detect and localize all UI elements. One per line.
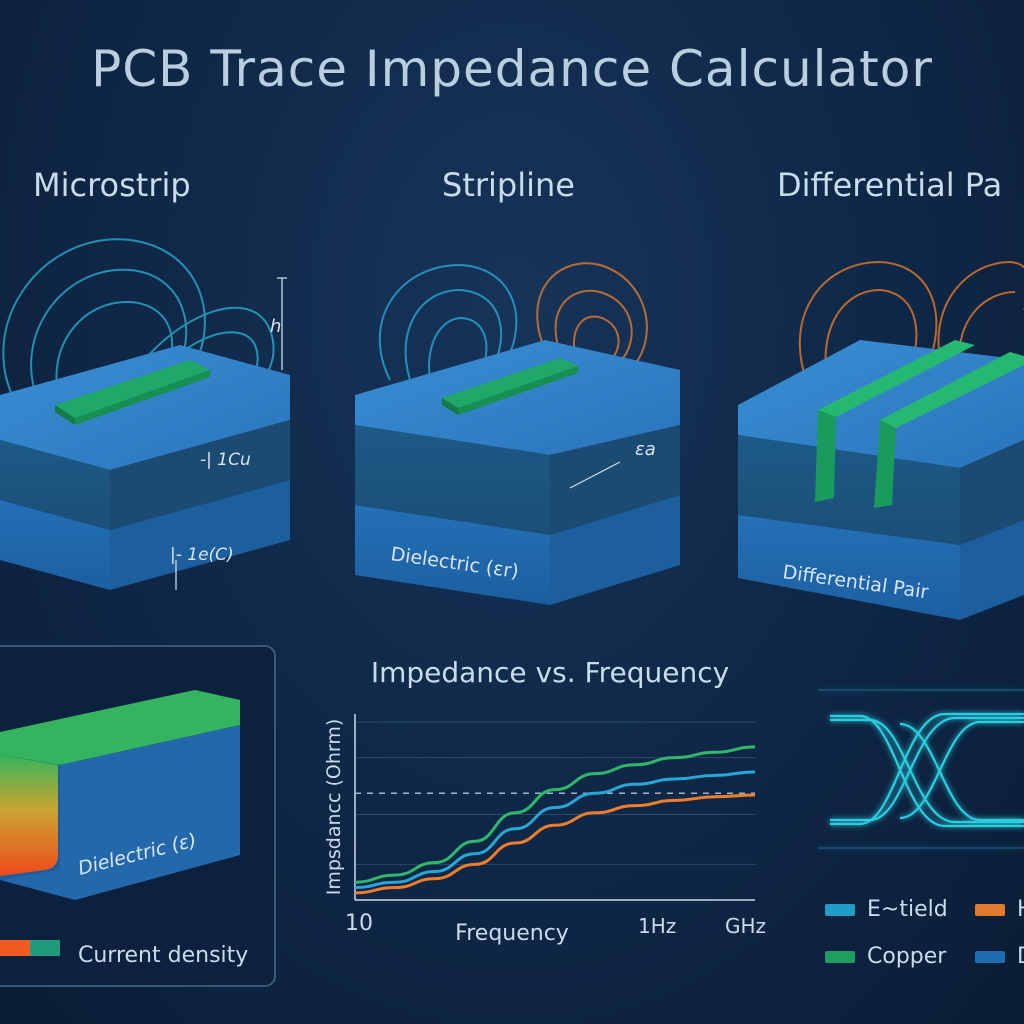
stripline-annotation-ea: εa [635,439,656,460]
legend-label-copper: Copper [867,944,947,969]
chart-x-tick-label-2: GHz [725,914,766,938]
chart-series-line-1 [354,770,756,890]
microstrip-trace [55,360,210,418]
current-density-legend-bar [0,940,60,956]
impedance-chart [354,714,756,901]
current-density-label: Current density [78,943,248,968]
legend-label-efield: E~tield [867,897,948,922]
legend-item-efield: E~tield [825,897,948,922]
eye-diagram [818,689,1024,849]
stripline-trace [442,358,578,408]
legend-item-d: D [975,944,1024,969]
microstrip-label: Microstrip [33,166,191,204]
legend-swatch-h [975,903,1005,916]
microstrip-annotation-ec: |- 1e(C) [170,545,234,565]
legend-item-copper: Copper [825,944,946,969]
cross-section-block [0,690,240,900]
page-title: PCB Trace Impedance Calculator [91,40,933,98]
microstrip-block [0,345,290,590]
microstrip-dimensions [175,277,287,590]
legend-swatch-copper [825,950,855,963]
stripline-block [355,340,680,605]
microstrip-height-label: h [270,316,281,337]
legend-item-h: H [975,897,1024,922]
differential-trace-2 [880,352,1024,428]
chart-title: Impedance vs. Frequency [370,656,730,689]
legend-swatch-efield [825,903,855,916]
legend-label-d: D [1017,944,1024,969]
legend-swatch-d [975,950,1005,963]
stripline-label: Stripline [442,166,575,204]
chart-x-axis-label: Frequency [455,921,569,946]
chart-series-line-2 [354,793,756,895]
differential-block [738,340,1024,620]
differential-pair-label: Differential Pa [777,166,1003,204]
chart-series-line-0 [354,745,756,884]
legend-label-h: H [1017,897,1024,922]
differential-trace-1 [818,340,975,417]
chart-y-axis-label: Impsdancc (Ohrm) [323,719,345,896]
chart-x-tick-label-1: 1Hz [638,914,676,938]
microstrip-annotation-cu: -| 1Cu [200,450,251,470]
chart-x-tick-label-0: 10 [345,911,373,936]
